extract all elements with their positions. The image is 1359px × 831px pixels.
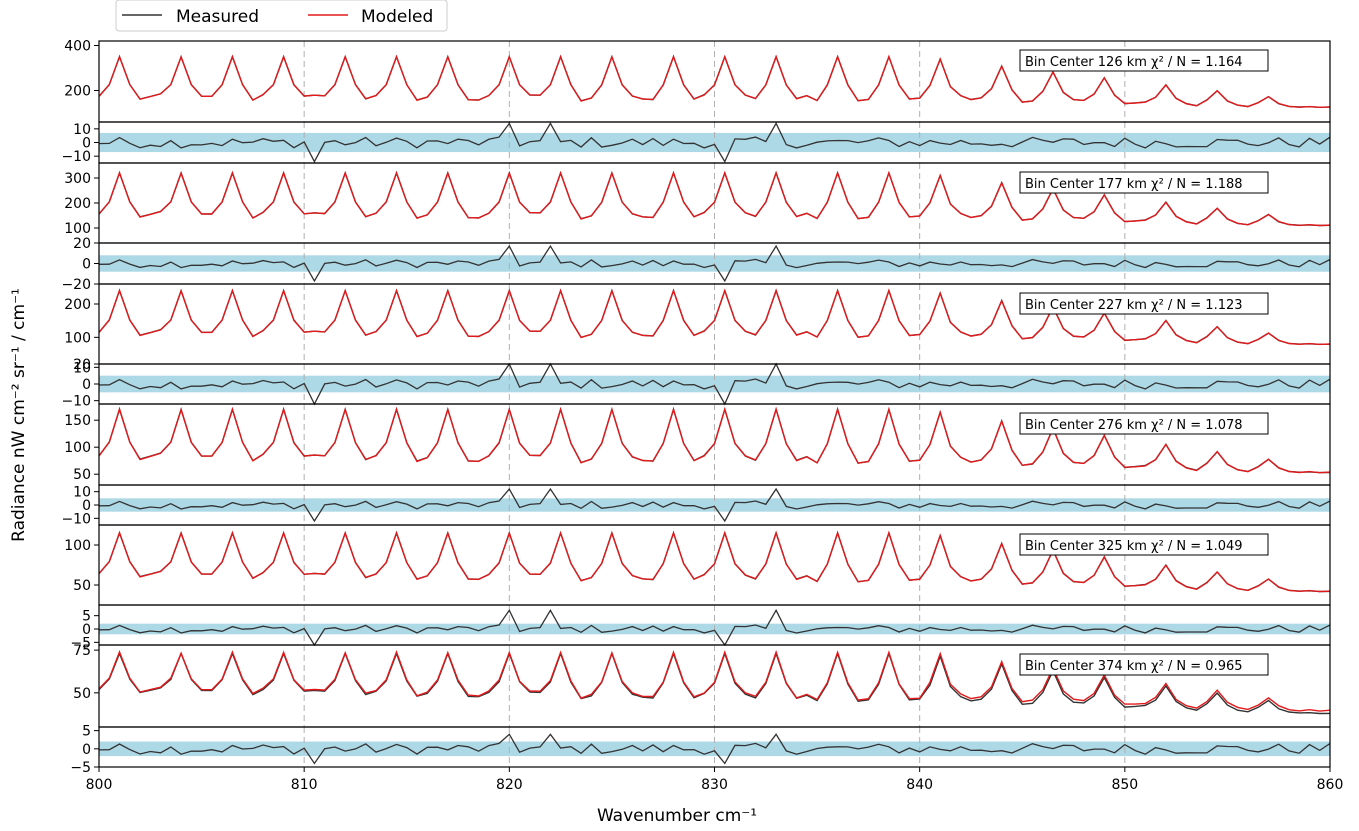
panel-5: 50 100 −505 Bin Center 325 km χ² / N = 1.04… [64, 524, 1331, 651]
residual-series-line [98, 733, 1331, 765]
x-tick-label: 810 [291, 777, 318, 793]
residual-y-tick-label: 0 [82, 136, 91, 152]
residual-y-tick-label: 0 [82, 257, 91, 273]
residual-series-line [98, 608, 1331, 647]
x-axis-label: Wavenumber cm⁻¹ [597, 806, 757, 826]
residual-y-tick-label: 5 [82, 724, 91, 740]
panel-2: 100 200 300 −20 0 20 Bin Center 177 km χ² / N … [61, 162, 1331, 293]
modeled-series-line [98, 54, 1331, 109]
y-tick-label: 100 [64, 538, 91, 554]
y-tick-label: 50 [73, 467, 91, 483]
residual-y-tick-label: −20 [61, 277, 91, 293]
residual-series-line [98, 244, 1331, 283]
residual-y-tick-label: 0 [82, 377, 91, 393]
x-tick-label: 840 [906, 777, 933, 793]
bin-label: Bin Center 227 km χ² / N = 1.123 [1025, 298, 1243, 313]
legend: Measured Modeled [115, 0, 448, 32]
y-tick-label: 200 [64, 196, 91, 212]
bin-label-box [1019, 49, 1269, 72]
x-tick-label: 830 [701, 777, 728, 793]
x-tick-label: 850 [1111, 777, 1138, 793]
y-tick-label: 75 [73, 643, 91, 659]
y-tick-label: 100 [64, 330, 91, 346]
residual-y-tick-label: 10 [73, 360, 91, 376]
x-tick-label: 860 [1317, 777, 1344, 793]
residual-y-tick-label: 20 [73, 236, 91, 252]
residual-series-line [98, 487, 1331, 523]
modeled-series-line [98, 170, 1331, 227]
residual-y-tick-label: −5 [70, 760, 91, 776]
y-axis-label: Radiance nW cm⁻² sr⁻¹ / cm⁻¹ [9, 288, 29, 542]
bin-label-box [1019, 171, 1269, 194]
residual-y-tick-label: −5 [70, 635, 91, 651]
y-tick-label: 50 [73, 686, 91, 702]
modeled-series-line [98, 288, 1331, 346]
y-tick-label: 200 [64, 297, 91, 313]
bin-label: Bin Center 325 km χ² / N = 1.049 [1025, 539, 1243, 554]
residual-series-line [98, 122, 1331, 164]
panel-6: 50 75 −5 0 5 Bin Center 374 km χ² / N = 0.965 [70, 643, 1331, 776]
y-tick-label: 300 [64, 171, 91, 187]
y-tick-label: 400 [64, 39, 91, 55]
modeled-series-line [98, 406, 1331, 474]
bin-label: Bin Center 126 km χ² / N = 1.164 [1025, 55, 1243, 70]
y-tick-label: 100 [64, 221, 91, 237]
legend-box [115, 0, 448, 32]
residual-y-tick-label: −10 [61, 394, 91, 410]
y-tick-label: 200 [64, 84, 91, 100]
x-tick-label: 820 [496, 777, 523, 793]
x-tick-label: 800 [86, 777, 113, 793]
bin-label: Bin Center 374 km χ² / N = 0.965 [1025, 659, 1243, 674]
bin-label-box [1019, 292, 1269, 315]
y-tick-label: 150 [64, 413, 91, 429]
residual-y-tick-label: 5 [82, 609, 91, 625]
legend-modeled-label: Modeled [361, 7, 433, 27]
residual-y-tick-label: 0 [82, 742, 91, 758]
bin-label: Bin Center 177 km χ² / N = 1.188 [1025, 177, 1243, 192]
residual-y-tick-label: 10 [73, 122, 91, 138]
residual-series-line [98, 362, 1331, 406]
residual-y-tick-label: 10 [73, 485, 91, 501]
modeled-series-line [98, 530, 1331, 593]
y-tick-label: 20 [73, 357, 91, 373]
residual-y-tick-label: 0 [82, 622, 91, 638]
bin-label: Bin Center 276 km χ² / N = 1.078 [1025, 418, 1243, 433]
bin-label-box [1019, 653, 1269, 676]
y-tick-label: 50 [73, 578, 91, 594]
bin-label-box [1019, 412, 1269, 435]
residual-y-tick-label: −10 [61, 149, 91, 165]
y-tick-label: 100 [64, 440, 91, 456]
residual-y-tick-label: −10 [61, 511, 91, 527]
residual-y-tick-label: 0 [82, 498, 91, 514]
modeled-series-line [98, 649, 1331, 712]
legend-measured-label: Measured [176, 7, 259, 27]
bin-label-box [1019, 533, 1269, 556]
x-axis: 800 810 820 830 840 850 860 [86, 767, 1344, 793]
